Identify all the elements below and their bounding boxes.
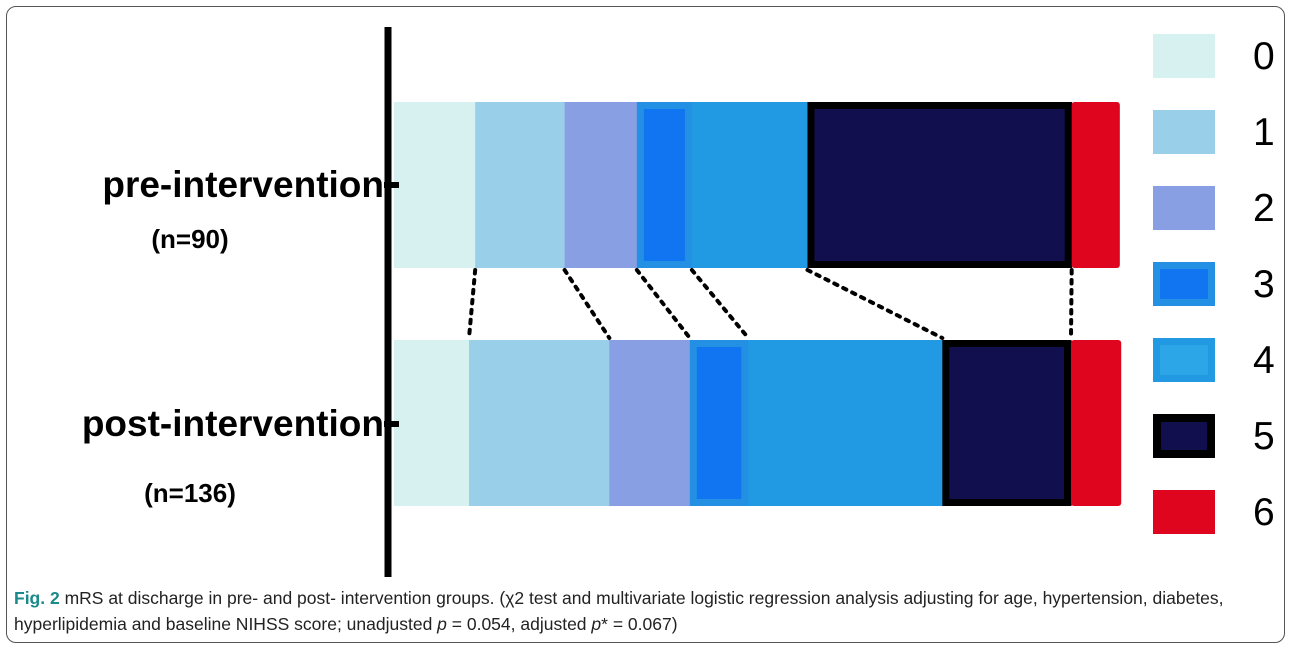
- legend: 0 1 2 3 4 5 6: [1153, 34, 1275, 534]
- caption-text-2: = 0.054, adjusted: [446, 614, 592, 634]
- bar-post-segment-0: [394, 340, 470, 506]
- stacked-bar-chart: pre-intervention (n=90) post-intervention (…: [82, 27, 1275, 577]
- category-sublabel-post: (n=136): [144, 478, 236, 508]
- legend-swatch-1: [1153, 110, 1215, 154]
- caption-text-3: * = 0.067): [601, 614, 678, 634]
- bar-post-segment-6: [1070, 340, 1122, 506]
- legend-swatch-5-inner: [1161, 422, 1207, 450]
- bars-group: [394, 102, 1122, 506]
- legend-label-6: 6: [1253, 491, 1275, 534]
- bar-pre-segment-4: [691, 102, 808, 268]
- legend-label-0: 0: [1253, 35, 1275, 78]
- bar-pre-segment-1: [475, 102, 566, 268]
- legend-swatch-4-inner: [1160, 345, 1208, 375]
- connector-line-1: [562, 268, 612, 340]
- caption-text-1: mRS at discharge in pre- and post- inter…: [14, 588, 1224, 634]
- category-label-post: post-intervention: [82, 403, 384, 444]
- legend-label-2: 2: [1253, 187, 1275, 230]
- bar-pre-segment-0: [394, 102, 476, 268]
- caption-p-star-symbol: p: [591, 614, 602, 634]
- caption-fig-label: Fig. 2: [14, 588, 60, 608]
- connector-line-0: [466, 268, 478, 340]
- category-sublabel-pre: (n=90): [151, 224, 228, 254]
- bar-pre-segment-5-inner: [814, 109, 1065, 261]
- legend-label-3: 3: [1253, 263, 1275, 306]
- bar-pre-segment-2: [564, 102, 638, 268]
- bar-pre-segment-6: [1071, 102, 1120, 268]
- connector-line-4: [805, 268, 945, 340]
- legend-swatch-3-inner: [1160, 269, 1208, 299]
- bar-post-segment-5-inner: [949, 347, 1064, 499]
- bar-post-segment-3-inner: [696, 347, 742, 499]
- legend-label-4: 4: [1253, 339, 1275, 382]
- category-label-pre: pre-intervention: [102, 164, 384, 205]
- bar-pre-segment-3-inner: [643, 109, 685, 261]
- legend-label-1: 1: [1253, 111, 1275, 154]
- caption-p-symbol: p: [437, 614, 447, 634]
- connector-line-2: [634, 268, 692, 340]
- connectors-group: [466, 268, 1074, 340]
- connector-line-5: [1068, 268, 1074, 340]
- figure-caption: Fig. 2 mRS at discharge in pre- and post…: [14, 585, 1274, 637]
- legend-swatch-6: [1153, 490, 1215, 534]
- category-labels-group: pre-intervention (n=90) post-intervention (…: [82, 164, 399, 508]
- connector-line-3: [689, 268, 751, 340]
- legend-swatch-0: [1153, 34, 1215, 78]
- bar-post-segment-2: [609, 340, 691, 506]
- legend-label-5: 5: [1253, 415, 1275, 458]
- bar-post-segment-4: [748, 340, 943, 506]
- legend-swatch-2: [1153, 186, 1215, 230]
- bar-post-segment-1: [468, 340, 610, 506]
